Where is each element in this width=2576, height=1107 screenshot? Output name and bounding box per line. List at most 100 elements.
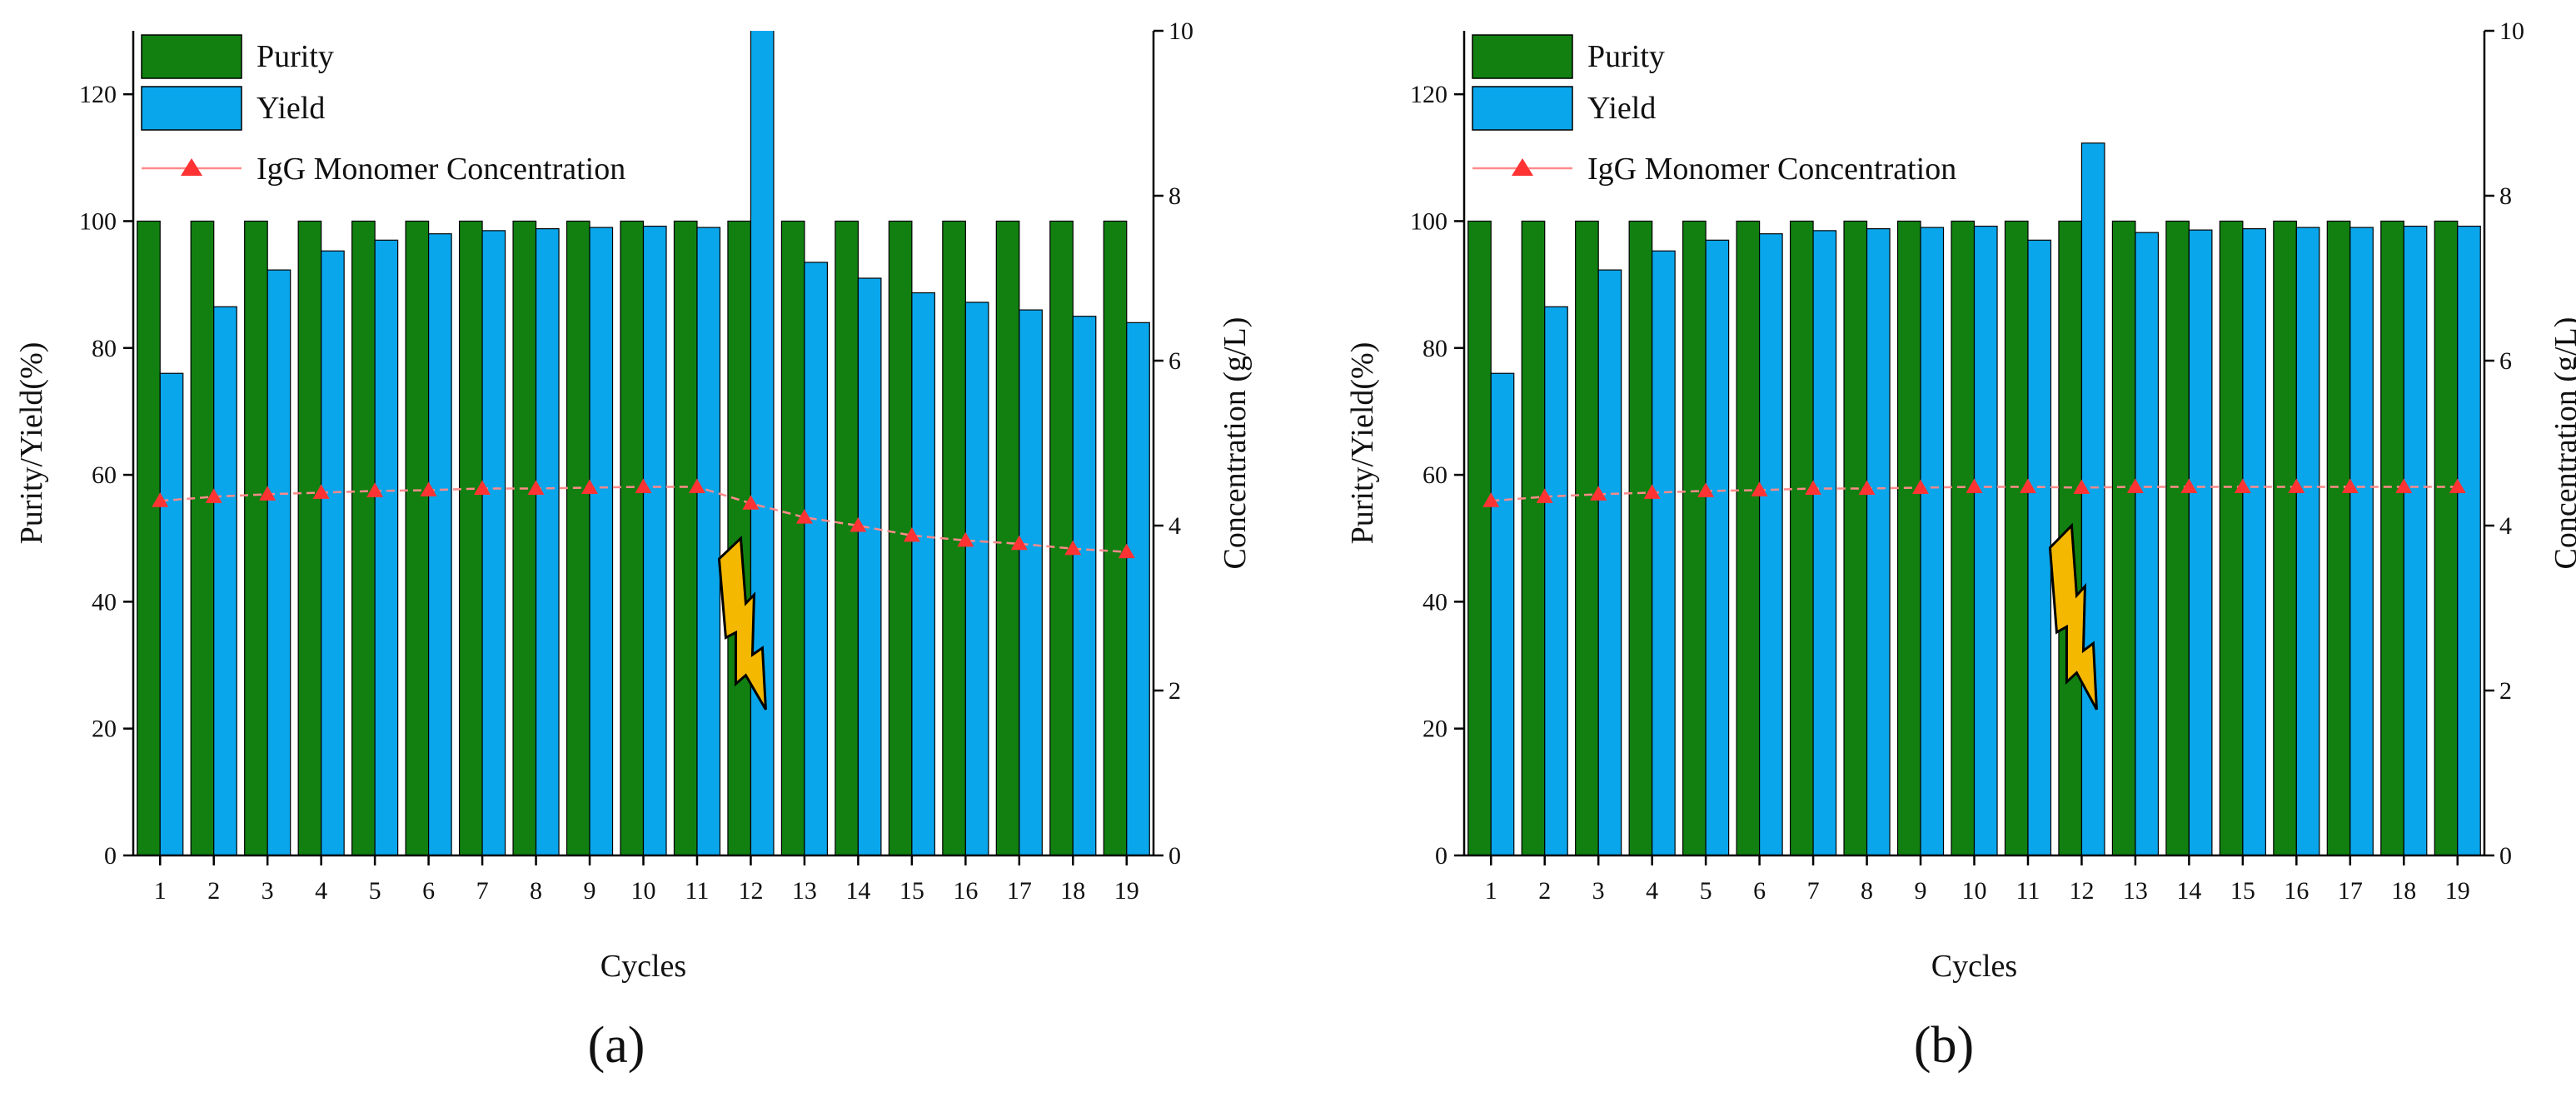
x-tick-label: 4 <box>315 877 327 905</box>
bar-yield <box>642 225 667 855</box>
x-tick-label: 15 <box>2230 877 2255 905</box>
concentration-marker <box>2234 478 2251 493</box>
bar-purity <box>458 220 483 855</box>
concentration-marker <box>420 481 437 496</box>
legend-label-purity: Purity <box>257 39 334 74</box>
bar-yield <box>1812 230 1837 855</box>
legend-marker-concentration <box>1512 158 1533 176</box>
x-tick-label: 19 <box>1114 877 1139 905</box>
concentration-marker <box>152 492 169 507</box>
concentration-marker <box>1482 492 1500 507</box>
bar-yield <box>159 372 184 855</box>
x-tick-label: 14 <box>2176 877 2201 905</box>
bar-yield <box>2242 228 2266 855</box>
x-tick-label: 16 <box>953 877 978 905</box>
y2-tick-label: 8 <box>1168 182 1181 210</box>
x-tick-label: 9 <box>1915 877 1927 905</box>
legend-label-concentration: IgG Monomer Concentration <box>1587 152 1956 187</box>
concentration-marker <box>581 479 599 494</box>
bar-yield <box>321 250 345 855</box>
y-tick-label: 0 <box>104 842 117 870</box>
bar-yield <box>213 306 237 855</box>
x-tick-label: 8 <box>1861 877 1873 905</box>
legend-label-yield: Yield <box>257 91 325 126</box>
bar-yield <box>481 230 506 855</box>
x-tick-label: 5 <box>369 877 381 905</box>
concentration-marker <box>205 488 222 503</box>
bar-yield <box>964 302 989 855</box>
bar-purity <box>1103 220 1128 855</box>
bar-purity <box>1951 220 1976 855</box>
y2-tick-label: 8 <box>2499 182 2512 210</box>
bar-purity <box>1843 220 1868 855</box>
bar-purity <box>1682 220 1707 855</box>
bar-yield <box>2027 239 2052 855</box>
concentration-marker <box>1966 478 1983 493</box>
bar-purity <box>2434 220 2459 855</box>
bar-purity <box>1628 220 1653 855</box>
bar-purity <box>190 220 215 855</box>
concentration-marker <box>2019 478 2036 493</box>
concentration-marker <box>2180 478 2198 493</box>
bar-purity <box>673 220 698 855</box>
concentration-marker <box>635 478 652 493</box>
x-tick-label: 6 <box>1753 877 1766 905</box>
y-tick-label: 20 <box>1423 716 1447 743</box>
concentration-marker <box>1118 543 1135 559</box>
y-tick-label: 20 <box>92 716 117 743</box>
y-tick-label: 0 <box>1435 842 1447 870</box>
legend: Purity Yield IgG Monomer Concentration <box>141 34 625 187</box>
x-tick-label: 7 <box>1807 877 1820 905</box>
y2-axis-label: Concentration (g/L) <box>1218 317 1253 570</box>
y-tick-label: 100 <box>1410 207 1447 235</box>
x-tick-label: 2 <box>207 877 220 905</box>
bar-yield <box>1544 306 1568 855</box>
concentration-marker <box>2449 478 2466 493</box>
x-tick-label: 9 <box>584 877 596 905</box>
y-tick-label: 40 <box>1423 588 1447 616</box>
concentration-marker <box>1858 480 1876 495</box>
bar-yield <box>750 31 775 855</box>
x-tick-label: 14 <box>845 877 870 905</box>
bar-purity <box>2111 220 2136 855</box>
x-tick-label: 3 <box>262 877 274 905</box>
y-tick-label: 80 <box>1423 335 1447 362</box>
x-tick-label: 15 <box>899 877 924 905</box>
concentration-marker <box>474 480 491 495</box>
bar-yield <box>2403 225 2428 855</box>
y2-tick-label: 4 <box>2499 512 2512 540</box>
x-tick-label: 11 <box>2016 877 2040 905</box>
x-tick-label: 7 <box>476 877 489 905</box>
x-tick-label: 3 <box>1592 877 1605 905</box>
concentration-marker <box>366 482 384 497</box>
concentration-marker <box>1590 486 1607 501</box>
bar-yield <box>804 262 829 855</box>
x-tick-label: 19 <box>2445 877 2470 905</box>
y-tick-label: 40 <box>92 588 117 616</box>
x-tick-label: 4 <box>1646 877 1658 905</box>
bar-purity <box>297 220 322 855</box>
y2-tick-label: 10 <box>1168 17 1193 45</box>
x-tick-label: 8 <box>530 877 542 905</box>
concentration-marker <box>957 531 974 547</box>
bar-yield <box>1126 322 1150 855</box>
bar-yield <box>374 239 399 855</box>
bar-purity <box>1736 220 1761 855</box>
bar-purity <box>2326 220 2351 855</box>
y2-tick-label: 4 <box>1168 512 1181 540</box>
bar-purity <box>2165 220 2190 855</box>
y2-axis-label: Concentration (g/L) <box>2549 317 2576 570</box>
bar-yield <box>2188 229 2213 855</box>
x-tick-label: 13 <box>2123 877 2148 905</box>
x-tick-label: 16 <box>2284 877 2309 905</box>
x-axis-label: Cycles <box>600 949 686 984</box>
bars <box>137 31 1150 855</box>
bar-yield <box>1597 269 1622 855</box>
x-tick-label: 12 <box>738 877 763 905</box>
y2-tick-label: 0 <box>1168 842 1181 870</box>
concentration-marker <box>1805 480 1822 495</box>
x-tick-label: 18 <box>1060 877 1085 905</box>
y-tick-label: 120 <box>1410 81 1447 108</box>
